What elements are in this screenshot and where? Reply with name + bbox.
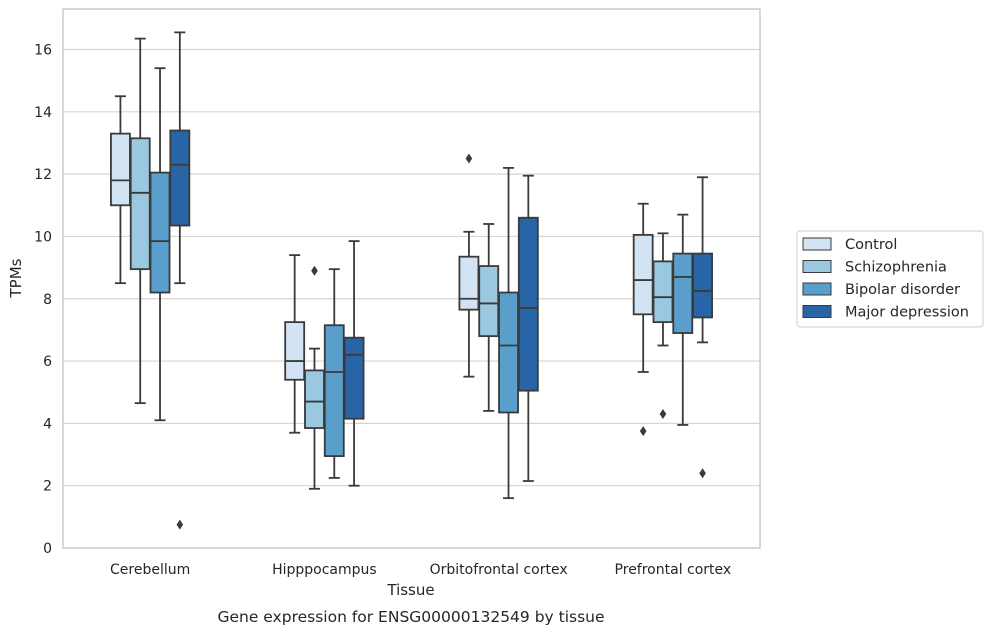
legend-swatch (802, 260, 832, 273)
box-iqr (343, 336, 365, 420)
box-iqr (632, 233, 654, 316)
box-major-depression (169, 31, 191, 530)
box-iqr (517, 216, 539, 392)
legend-swatch (802, 305, 832, 318)
box-iqr (692, 252, 713, 319)
box-bipolar-disorder (672, 213, 694, 426)
legend-swatch (802, 237, 832, 251)
x-tick-label: Prefrontal cortex (615, 562, 732, 578)
plot-frame (62, 8, 761, 549)
outlier-point (639, 426, 647, 437)
outlier-point (311, 265, 318, 276)
box-control (458, 153, 480, 378)
box-control (284, 254, 306, 434)
box-iqr (323, 324, 345, 457)
box-control (110, 95, 131, 285)
y-tick-label: 4 (43, 416, 52, 432)
box-iqr (498, 291, 519, 414)
y-tick-labels: 0 2 4 6 8 10 12 14 16 (34, 43, 52, 557)
y-tick-label: 10 (34, 229, 52, 245)
outlier-point (659, 409, 667, 420)
y-tick-label: 8 (43, 292, 52, 308)
box-iqr (478, 265, 500, 338)
box-control (632, 202, 654, 437)
y-tick-label: 14 (34, 105, 52, 121)
box-bipolar-disorder (149, 67, 171, 422)
box-iqr (304, 369, 325, 429)
box-bipolar-disorder (323, 268, 345, 479)
y-axis-title: TPMs (7, 258, 25, 298)
box-major-depression (343, 240, 365, 487)
outlier-point (465, 153, 473, 164)
x-tick-label: Cerebellum (110, 562, 190, 578)
box-bipolar-disorder (498, 166, 519, 500)
box-major-depression (692, 176, 713, 479)
box-iqr (672, 252, 694, 334)
box-groups (110, 31, 713, 530)
legend-frame (796, 230, 984, 328)
box-iqr (652, 260, 674, 324)
x-axis-title: Tissue (386, 581, 434, 599)
legend-label: Major depression (845, 305, 969, 321)
chart-caption: Gene expression for ENSG00000132549 by t… (217, 608, 604, 626)
box-iqr (169, 129, 191, 227)
x-tick-label: Hipppocampus (272, 562, 377, 578)
x-tick-label: Orbitofrontal cortex (430, 562, 568, 578)
legend-label: Control (845, 237, 897, 253)
box-iqr (129, 137, 151, 271)
box-iqr (149, 171, 171, 294)
legend-label: Schizophrenia (845, 260, 947, 276)
legend-swatch (802, 282, 832, 296)
y-tick-label: 12 (34, 167, 52, 183)
box-major-depression (517, 174, 539, 482)
y-tick-label: 6 (43, 354, 52, 370)
x-tick-labels: Cerebellum Hipppocampus Orbitofrontal cort… (110, 562, 731, 578)
box-schizophrenia (478, 223, 500, 412)
outlier-point (699, 468, 706, 479)
box-iqr (458, 255, 480, 311)
box-schizophrenia (129, 37, 151, 405)
y-tick-label: 16 (34, 43, 52, 59)
box-iqr (110, 132, 131, 207)
y-tick-label: 0 (43, 541, 52, 557)
y-tick-label: 2 (43, 479, 52, 495)
outlier-point (176, 519, 184, 530)
legend: Control Schizophrenia Bipolar disorder Majo… (796, 230, 984, 328)
legend-label: Bipolar disorder (845, 282, 960, 298)
box-iqr (284, 321, 306, 381)
box-schizophrenia (652, 232, 674, 420)
